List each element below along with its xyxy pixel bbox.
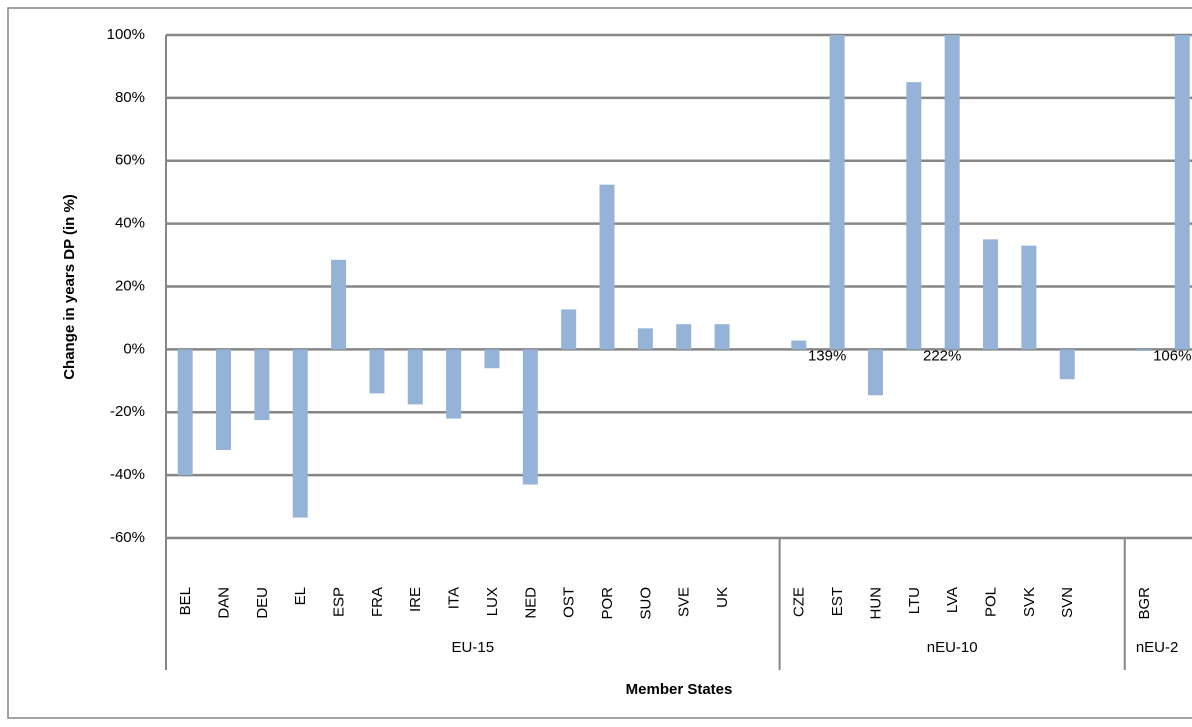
bar [484,349,500,369]
bar [446,349,462,419]
x-tick-label: LUX [484,587,501,616]
group-label: nEU-10 [927,639,978,656]
bar [791,340,807,350]
group-label: EU-15 [452,639,495,656]
y-tick-label: -40% [110,466,145,483]
bar [216,349,232,450]
x-tick-label: DEU [254,587,271,619]
bar [676,324,692,350]
x-tick-label: SVN [1059,587,1076,618]
bar [522,349,538,485]
bar [714,324,730,350]
x-tick-label: NED [522,587,539,619]
x-tick-label: SUO [637,587,654,620]
x-tick-label: CZE [791,587,808,617]
x-tick-label: IRE [407,587,424,612]
x-tick-label: BGR [1136,587,1153,620]
x-tick-label: SVK [1021,587,1038,617]
y-tick-label: 100% [107,26,145,43]
y-tick-label: 0% [123,340,145,357]
x-tick-label: BEL [177,587,194,615]
x-tick-label: LTU [906,587,923,614]
x-tick-label: EL [292,587,309,605]
bar [983,239,999,350]
value-label: 139% [808,347,846,364]
x-tick-label: ESP [331,587,348,617]
bar [599,184,615,350]
bar [906,82,922,350]
bar [1136,349,1152,351]
x-tick-label: HUN [867,587,884,620]
y-axis-title: Change in years DP (in %) [61,194,78,380]
bar [407,349,423,405]
y-tick-label: -60% [110,529,145,546]
bar [369,349,385,394]
bar [944,35,960,350]
y-tick-label: 40% [115,215,145,232]
x-tick-label: DAN [215,587,232,619]
bar [1021,245,1037,350]
x-tick-label: EST [829,587,846,616]
group-label: nEU-2 [1136,639,1179,656]
y-tick-label: -20% [110,403,145,420]
chart-border [7,7,1192,719]
x-tick-label: POL [982,587,999,617]
bar [867,349,883,396]
x-tick-label: ITA [446,587,463,609]
value-label: 106% [1153,347,1191,364]
value-label: 222% [923,347,961,364]
bar [637,328,653,350]
bar [1059,349,1075,380]
x-tick-label: FRA [369,587,386,617]
bar [177,349,193,476]
x-tick-label: SVE [676,587,693,617]
y-tick-label: 60% [115,152,145,169]
x-axis-title: Member States [626,681,733,698]
y-tick-label: 80% [115,89,145,106]
bar [561,309,577,350]
x-tick-label: POR [599,587,616,620]
bar [254,349,270,421]
bar [1174,35,1190,350]
bar [292,349,308,518]
x-tick-label: UK [714,587,731,608]
bar [331,259,347,350]
y-tick-label: 20% [115,277,145,294]
bars [177,35,1190,518]
x-tick-label: OST [561,587,578,618]
bar [829,35,845,350]
x-tick-label: LVA [944,587,961,613]
